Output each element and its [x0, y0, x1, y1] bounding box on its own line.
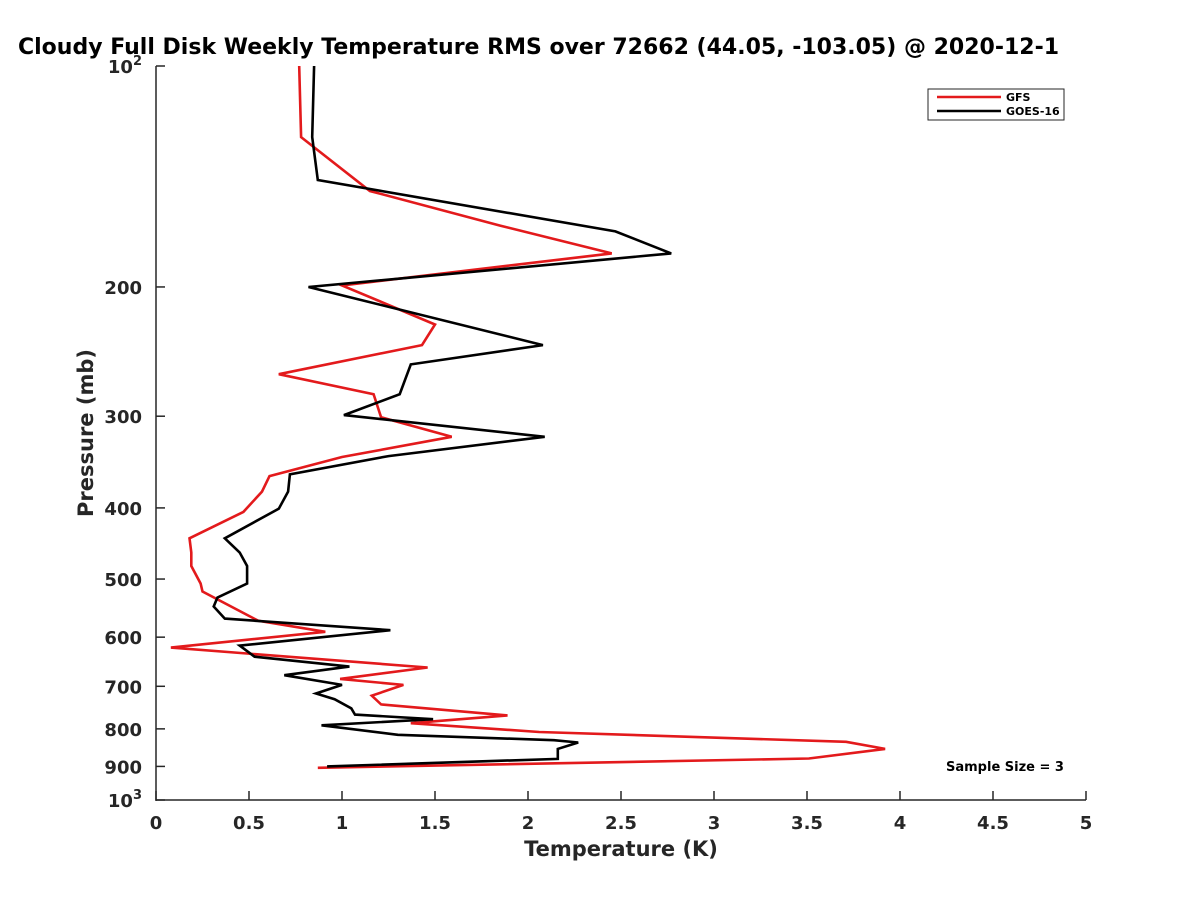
x-tick-label: 1.5 [419, 813, 451, 834]
x-axis-label: Temperature (K) [524, 837, 718, 861]
y-tick-label: 900 [104, 757, 142, 778]
x-tick-label: 4.5 [977, 813, 1009, 834]
x-tick-label: 0.5 [233, 813, 265, 834]
legend-label-0: GFS [1006, 91, 1031, 104]
x-tick-label: 0 [150, 813, 163, 834]
y-axis-label: Pressure (mb) [74, 349, 98, 517]
y-tick-label: 600 [104, 628, 142, 649]
axes: 0 0.5 1 1.5 2 2.5 3 3.5 4 4.5 5 102 200 300 400 500 600 7… [104, 54, 1092, 834]
series-line-1 [212, 65, 672, 768]
x-tick-label: 1 [336, 813, 349, 834]
y-tick-label: 500 [104, 570, 142, 591]
x-tick-label: 2.5 [605, 813, 637, 834]
y-tick-label: 103 [108, 788, 142, 812]
y-tick-label: 300 [104, 407, 142, 428]
x-tick-label: 4 [894, 813, 907, 834]
chart-title: Cloudy Full Disk Weekly Temperature RMS … [18, 35, 1059, 60]
x-tick-label: 3 [708, 813, 721, 834]
legend-box [927, 88, 1065, 121]
y-tick-label: 700 [104, 677, 142, 698]
plot-area [156, 66, 1086, 800]
series-layer [170, 65, 886, 770]
y-tick-label: 102 [108, 54, 142, 78]
legend-label-1: GOES-16 [1006, 105, 1060, 118]
y-tick-label: 800 [104, 720, 142, 741]
x-tick-label: 3.5 [791, 813, 823, 834]
x-tick-label: 2 [522, 813, 535, 834]
y-tick-label: 200 [104, 278, 142, 299]
series-line-0 [170, 65, 886, 770]
sample-size-annotation: Sample Size = 3 [946, 760, 1064, 775]
x-tick-label: 5 [1080, 813, 1093, 834]
y-tick-label: 400 [104, 499, 142, 520]
